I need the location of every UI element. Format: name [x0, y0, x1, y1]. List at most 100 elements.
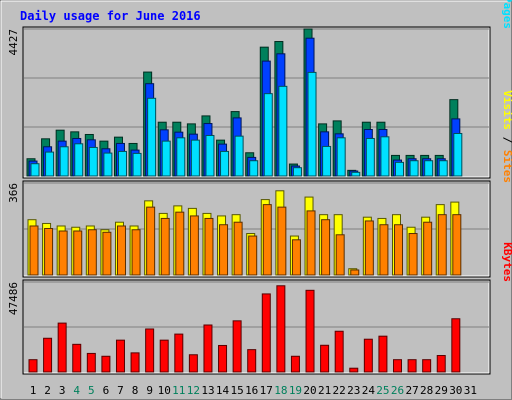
bar-sites-day-14: [219, 224, 229, 276]
bar-pages-day-20: [307, 71, 317, 177]
x-tick-label: 11: [172, 384, 185, 397]
x-tick-label: 12: [187, 384, 200, 397]
bar-sites-day-25: [379, 224, 389, 276]
bar-kbytes-day-10: [159, 339, 169, 373]
bar-kbytes-day-15: [232, 320, 242, 373]
legend-entry: Pages: [501, 0, 512, 29]
bar-kbytes-day-30: [451, 318, 461, 373]
bar-kbytes-day-5: [86, 352, 96, 373]
bar-pages-day-2: [45, 151, 55, 177]
x-tick-label: 24: [362, 384, 376, 397]
bar-kbytes-day-19: [290, 355, 300, 373]
legend-entry: Visits: [501, 90, 512, 130]
bar-sites-day-19: [291, 239, 301, 276]
bar-kbytes-day-27: [407, 359, 417, 373]
bar-sites-day-15: [233, 221, 243, 276]
bar-kbytes-day-26: [393, 359, 402, 373]
bar-sites-day-21: [321, 219, 331, 276]
bar-sites-day-6: [102, 231, 112, 276]
bar-kbytes-day-7: [115, 339, 125, 373]
bar-pages-day-10: [161, 140, 171, 177]
bar-pages-day-17: [263, 93, 273, 177]
bar-sites-day-1: [29, 225, 39, 276]
bar-kbytes-day-16: [247, 349, 257, 373]
panel-hits-files-pages: 4427 Hits / Files / Pages: [7, 0, 512, 179]
x-tick-label: 25: [376, 384, 389, 397]
bar-kbytes-day-24: [363, 338, 373, 373]
bar-sites-day-7: [116, 225, 126, 276]
bar-pages-day-19: [292, 167, 302, 177]
bar-pages-day-29: [438, 160, 448, 177]
x-tick-label: 20: [303, 384, 316, 397]
bar-pages-day-14: [220, 150, 230, 177]
bar-pages-day-28: [424, 160, 434, 177]
x-tick-label: 1: [30, 384, 37, 397]
bar-kbytes-day-25: [378, 335, 388, 373]
x-tick-label: 29: [435, 384, 448, 397]
panel-legend: Hits / Files / Pages: [501, 0, 512, 29]
x-tick-label: 28: [420, 384, 433, 397]
bar-kbytes-day-13: [203, 324, 213, 373]
bar-sites-day-17: [262, 204, 272, 276]
bar-sites-day-26: [394, 224, 403, 276]
x-tick-label: 8: [132, 384, 139, 397]
bar-pages-day-30: [453, 132, 463, 177]
panel-legend: KBytes: [501, 242, 512, 282]
bar-pages-day-6: [103, 152, 113, 177]
bar-pages-day-12: [190, 139, 200, 177]
bar-kbytes-day-3: [57, 322, 67, 373]
bar-pages-day-18: [278, 85, 288, 177]
bar-pages-day-11: [176, 137, 186, 177]
bar-kbytes-day-9: [145, 328, 155, 373]
bar-pages-day-27: [409, 160, 419, 177]
bar-pages-day-21: [322, 145, 332, 177]
bar-sites-day-23: [350, 269, 360, 276]
bar-sites-day-30: [452, 214, 462, 276]
x-tick-label: 17: [260, 384, 273, 397]
bar-pages-day-4: [74, 143, 84, 177]
bar-pages-day-3: [59, 146, 69, 177]
bar-pages-day-15: [234, 135, 244, 177]
bar-sites-day-5: [87, 229, 97, 276]
bar-kbytes-day-23: [349, 367, 359, 373]
bar-sites-day-18: [277, 206, 287, 276]
bar-kbytes-day-12: [188, 354, 198, 373]
x-axis-tick-labels: 1 2 3 4 5 6 7 8 9 10 11 12 13 14 15 16 17 18 19 20 21 22 23 24 2…: [30, 384, 477, 397]
x-tick-label: 4: [73, 384, 80, 397]
bar-pages-day-22: [336, 137, 346, 177]
bar-pages-day-5: [88, 146, 98, 177]
x-tick-label: 21: [318, 384, 331, 397]
x-tick-label: 26: [391, 384, 404, 397]
bar-pages-day-24: [365, 137, 375, 177]
bar-kbytes-day-6: [101, 355, 111, 373]
bar-sites-day-22: [335, 234, 345, 276]
bar-kbytes-day-17: [261, 293, 271, 373]
chart-panels: 4427 Hits / Files / Pages 366 Visits / Site…: [7, 0, 512, 375]
y-max-label: 366: [7, 183, 20, 203]
bar-kbytes-day-14: [218, 344, 228, 373]
bar-sites-day-28: [423, 221, 433, 276]
x-tick-label: 6: [103, 384, 110, 397]
x-tick-label: 9: [146, 384, 153, 397]
bar-kbytes-day-8: [130, 352, 140, 373]
bar-kbytes-day-28: [422, 359, 432, 373]
x-tick-label: 14: [216, 384, 230, 397]
bar-kbytes-day-11: [174, 333, 184, 373]
bar-sites-day-8: [131, 229, 141, 276]
x-tick-label: 30: [449, 384, 462, 397]
x-tick-label: 2: [44, 384, 51, 397]
bar-kbytes-day-29: [436, 355, 446, 373]
bar-pages-day-9: [147, 97, 157, 177]
bar-kbytes-day-18: [276, 285, 286, 373]
bar-kbytes-day-4: [72, 343, 82, 373]
x-tick-label: 16: [245, 384, 258, 397]
panel-kbytes: 47486 KBytes: [7, 242, 512, 375]
legend-entry: Sites: [501, 150, 512, 183]
bar-sites-day-2: [44, 227, 54, 276]
bar-sites-day-3: [58, 230, 68, 276]
legend-entry: /: [501, 130, 512, 150]
x-tick-label: 3: [59, 384, 66, 397]
bar-pages-day-7: [117, 150, 127, 177]
bar-kbytes-day-1: [28, 359, 38, 373]
